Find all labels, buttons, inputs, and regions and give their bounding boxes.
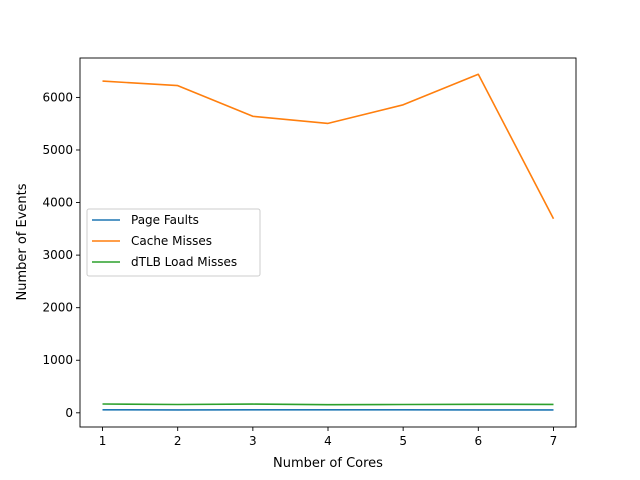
y-tick-label: 3000 <box>42 248 73 262</box>
x-axis-label: Number of Cores <box>273 456 383 471</box>
x-tick-label: 1 <box>99 434 107 448</box>
axes-layer: 1 2 3 4 5 6 7 0 1000 2000 3000 4000 5000 6000 <box>42 57 577 448</box>
y-tick-label: 1000 <box>42 353 73 367</box>
legend: Page Faults Cache Misses dTLB Load Misses <box>86 208 261 277</box>
y-tick-label: 6000 <box>42 90 73 104</box>
y-tick-label: 0 <box>65 406 73 420</box>
series-layer <box>102 73 555 411</box>
y-tick-label: 4000 <box>42 196 73 210</box>
x-tick-label: 4 <box>324 434 332 448</box>
y-tick-label: 5000 <box>42 143 73 157</box>
y-axis-label: Number of Events <box>15 183 30 300</box>
legend-box <box>86 208 261 277</box>
x-tick-label: 7 <box>550 434 558 448</box>
x-tick-label: 5 <box>399 434 407 448</box>
legend-label-2: Cache Misses <box>131 234 212 248</box>
series-line-2 <box>102 73 555 220</box>
x-tick-label: 3 <box>249 434 257 448</box>
x-tick-label: 6 <box>474 434 482 448</box>
y-tick-label: 2000 <box>42 301 73 315</box>
legend-label-3: dTLB Load Misses <box>131 255 237 269</box>
legend-label-1: Page Faults <box>131 213 199 227</box>
x-tick-label: 2 <box>174 434 182 448</box>
series-line-3 <box>102 403 554 406</box>
